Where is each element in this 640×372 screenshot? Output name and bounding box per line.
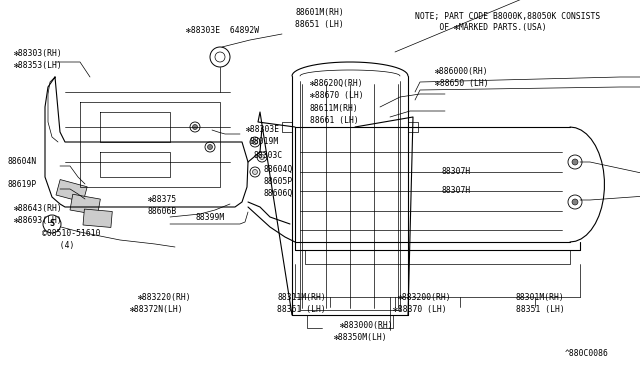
Text: ✻88303(RH): ✻88303(RH) (14, 49, 63, 58)
Text: 88611M(RH): 88611M(RH) (310, 104, 359, 113)
Text: ✻88303E  64892W: ✻88303E 64892W (186, 26, 259, 35)
Circle shape (207, 144, 212, 150)
Text: ✻88370 (LH): ✻88370 (LH) (393, 305, 447, 314)
Text: ^880C0086: ^880C0086 (565, 349, 609, 358)
Text: ✻88375: ✻88375 (148, 195, 177, 204)
Circle shape (572, 199, 578, 205)
Bar (70, 194, 100, 215)
Text: ✻883200(RH): ✻883200(RH) (398, 293, 452, 302)
Text: 88604N: 88604N (8, 157, 37, 166)
Text: ✻88650 (LH): ✻88650 (LH) (435, 79, 488, 88)
Text: ✻88670 (LH): ✻88670 (LH) (310, 91, 364, 100)
Text: 88019M: 88019M (250, 137, 279, 146)
Circle shape (253, 140, 257, 144)
Text: 88605P: 88605P (264, 177, 293, 186)
Circle shape (572, 159, 578, 165)
Text: 88307H: 88307H (442, 186, 471, 195)
Text: 88604Q: 88604Q (264, 165, 293, 174)
Text: 88307H: 88307H (442, 167, 471, 176)
Text: ✻883000(RH): ✻883000(RH) (340, 321, 394, 330)
Circle shape (193, 125, 198, 129)
Text: 88301M(RH): 88301M(RH) (516, 293, 564, 302)
Text: 88303C: 88303C (254, 151, 284, 160)
Text: 88619P: 88619P (8, 180, 37, 189)
Circle shape (253, 170, 257, 174)
Text: ✻88372N(LH): ✻88372N(LH) (130, 305, 184, 314)
Bar (56, 180, 87, 202)
Text: (4): (4) (50, 241, 74, 250)
Text: 88399M: 88399M (196, 213, 225, 222)
Text: 88651 (LH): 88651 (LH) (295, 20, 344, 29)
Text: ✻88350M(LH): ✻88350M(LH) (334, 333, 388, 342)
Text: ©08510-51610: ©08510-51610 (42, 229, 100, 238)
Text: ✻883220(RH): ✻883220(RH) (138, 293, 191, 302)
Text: 88606B: 88606B (148, 207, 177, 216)
Text: 88606Q: 88606Q (264, 189, 293, 198)
Text: NOTE; PART CODE B8000K,88050K CONSISTS: NOTE; PART CODE B8000K,88050K CONSISTS (415, 12, 600, 21)
Text: 88351 (LH): 88351 (LH) (516, 305, 564, 314)
Text: 88601M(RH): 88601M(RH) (295, 8, 344, 17)
Text: 88361 (LH): 88361 (LH) (277, 305, 326, 314)
Text: ✻88643(RH): ✻88643(RH) (14, 204, 63, 213)
Text: 88661 (LH): 88661 (LH) (310, 116, 359, 125)
Text: ✻886000(RH): ✻886000(RH) (435, 67, 488, 76)
Text: ✻88353(LH): ✻88353(LH) (14, 61, 63, 70)
Circle shape (259, 154, 264, 160)
Text: OF ✻MARKED PARTS.(USA): OF ✻MARKED PARTS.(USA) (415, 23, 547, 32)
Text: ✻88620Q(RH): ✻88620Q(RH) (310, 79, 364, 88)
Bar (83, 209, 112, 227)
Text: 88311M(RH): 88311M(RH) (277, 293, 326, 302)
Text: ✻88693(LH): ✻88693(LH) (14, 216, 63, 225)
Text: ✻88303E: ✻88303E (246, 125, 280, 134)
Text: S: S (49, 219, 54, 228)
